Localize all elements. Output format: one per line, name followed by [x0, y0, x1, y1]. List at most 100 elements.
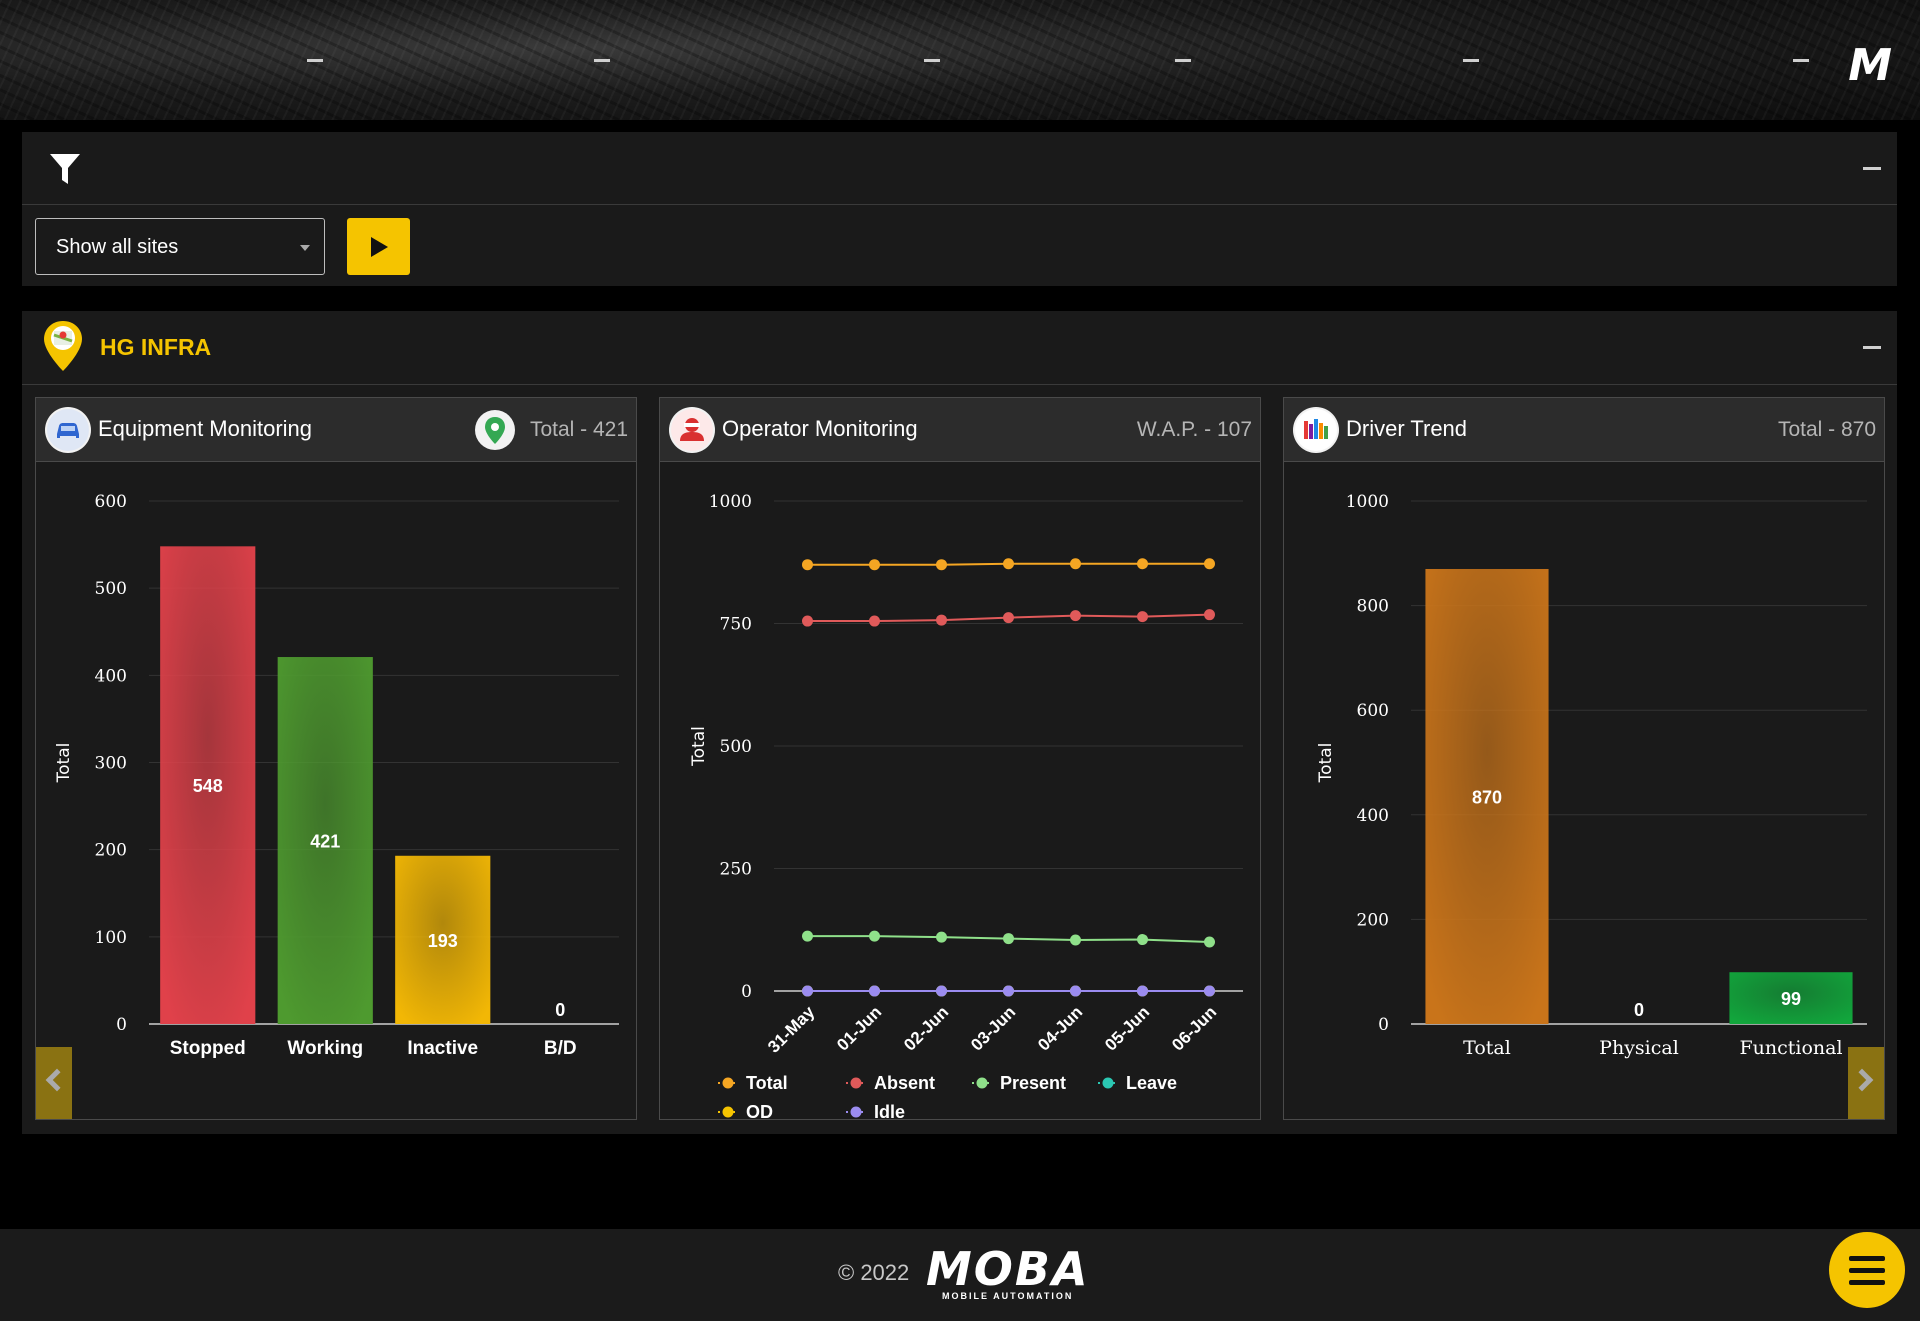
brand-logo-icon[interactable]: M: [1848, 40, 1892, 91]
operator-data-point: [1137, 934, 1148, 946]
operator-legend-label: Absent: [874, 1073, 935, 1093]
operator-card-header: Operator Monitoring W.A.P. - 107: [660, 398, 1260, 462]
nav-menu-item-2[interactable]: [594, 59, 610, 62]
equipment-category-label: B/D: [544, 1038, 577, 1059]
moba-logo: MOBA: [926, 1242, 1090, 1296]
operator-y-axis-label: Total: [689, 726, 709, 767]
driver-y-tick-label: 800: [1357, 597, 1389, 617]
operator-data-point: [869, 930, 880, 942]
equipment-category-label: Stopped: [170, 1038, 246, 1059]
next-slide-button[interactable]: [1848, 1047, 1884, 1119]
site-select-value: Show all sites: [56, 236, 179, 258]
topbar-texture: [0, 0, 1920, 120]
equipment-y-tick-label: 400: [95, 666, 127, 686]
operator-data-point: [1204, 936, 1215, 948]
driver-data-label: 0: [1634, 1000, 1644, 1020]
operator-data-point: [1204, 609, 1215, 621]
operator-x-tick-label: 31-May: [764, 1002, 819, 1057]
top-navigation-bar: M: [0, 0, 1920, 120]
operator-data-point: [936, 931, 947, 943]
nav-menu-item-4[interactable]: [1175, 59, 1191, 62]
equipment-data-label: 548: [193, 776, 223, 796]
menu-fab-button[interactable]: [1829, 1232, 1905, 1308]
equipment-y-tick-label: 500: [95, 579, 127, 599]
operator-y-tick-label: 0: [741, 982, 752, 1002]
operator-data-point: [1070, 934, 1081, 946]
operator-total: W.A.P. - 107: [1136, 418, 1252, 441]
operator-data-point: [869, 985, 880, 997]
operator-data-point: [1137, 611, 1148, 623]
operator-data-point: [1003, 612, 1014, 624]
driver-y-tick-label: 1000: [1346, 492, 1389, 512]
equipment-y-axis-label: Total: [54, 743, 74, 784]
site-title: HG INFRA: [100, 334, 212, 360]
filter-collapse-button[interactable]: [1863, 167, 1881, 170]
operator-data-point: [1070, 558, 1081, 570]
equipment-y-tick-label: 600: [95, 492, 127, 512]
site-select[interactable]: Show all sites: [35, 218, 325, 275]
apply-filter-button[interactable]: [347, 218, 410, 275]
driver-category-label: Functional: [1739, 1037, 1842, 1059]
equipment-y-tick-label: 200: [95, 841, 127, 861]
equipment-total: Total - 421: [529, 418, 628, 441]
equipment-y-tick-label: 0: [116, 1015, 127, 1035]
nav-menu-item-1[interactable]: [307, 59, 323, 62]
operator-legend-label: Total: [746, 1073, 788, 1093]
driver-category-label: Total: [1463, 1037, 1511, 1059]
driver-trend-card: Driver Trend Total - 870 0 200 400 600 800 10…: [1283, 397, 1885, 1120]
equipment-y-tick-label: 100: [95, 928, 127, 948]
driver-bar: [1425, 568, 1549, 1024]
operator-icon: [669, 407, 715, 453]
bar-chart-icon: [1293, 407, 1339, 453]
operator-data-point: [869, 615, 880, 627]
map-pin-icon: [44, 321, 82, 371]
operator-data-point: [1003, 558, 1014, 570]
site-panel-header: HG INFRA: [22, 311, 1897, 385]
driver-card-title: Driver Trend: [1346, 416, 1468, 441]
operator-data-point: [1070, 985, 1081, 997]
operator-y-tick-label: 750: [720, 615, 752, 635]
operator-legend-label: Leave: [1126, 1073, 1177, 1093]
moba-logo-subtitle: MOBILE AUTOMATION: [942, 1291, 1074, 1301]
operator-data-point: [1204, 985, 1215, 997]
operator-data-point: [802, 615, 813, 627]
driver-card-header: Driver Trend Total - 870: [1284, 398, 1884, 462]
equipment-data-label: 421: [310, 832, 340, 852]
operator-legend-label: Idle: [874, 1102, 905, 1119]
nav-menu-item-5[interactable]: [1463, 59, 1479, 62]
driver-y-tick-label: 600: [1357, 701, 1389, 721]
equipment-category-label: Inactive: [407, 1038, 478, 1059]
operator-data-point: [1003, 933, 1014, 945]
site-panel: HG INFRA Equipment Monitoring Total - 42…: [22, 311, 1897, 1134]
filter-panel-header: [22, 132, 1897, 205]
prev-slide-button[interactable]: [36, 1047, 72, 1119]
site-collapse-button[interactable]: [1863, 346, 1881, 349]
operator-x-tick-label: 01-Jun: [833, 1002, 885, 1054]
filter-panel: [22, 132, 1897, 286]
operator-data-point: [936, 985, 947, 997]
equipment-bar: [160, 546, 256, 1024]
location-pin-icon: [475, 410, 515, 450]
operator-legend-label: OD: [746, 1102, 773, 1119]
driver-y-tick-label: 0: [1378, 1015, 1389, 1035]
equipment-category-label: Working: [287, 1038, 363, 1059]
nav-menu-item-3[interactable]: [924, 59, 940, 62]
nav-menu-item-6[interactable]: [1793, 59, 1809, 62]
operator-x-tick-label: 05-Jun: [1101, 1002, 1153, 1054]
driver-y-tick-label: 400: [1357, 806, 1389, 826]
operator-data-point: [1137, 558, 1148, 570]
operator-legend-marker: [722, 1077, 734, 1089]
driver-bar: [1729, 972, 1853, 1024]
equipment-data-label: 0: [555, 1000, 565, 1020]
equipment-bar: [277, 657, 373, 1024]
footer: © 2022 MOBA MOBILE AUTOMATION: [0, 1229, 1920, 1321]
driver-y-axis-label: Total: [1316, 743, 1336, 784]
operator-x-tick-label: 02-Jun: [900, 1002, 952, 1054]
driver-data-label: 870: [1472, 787, 1502, 807]
copyright-text: © 2022: [838, 1260, 910, 1285]
equipment-card-header: Equipment Monitoring Total - 421: [36, 398, 636, 462]
equipment-y-tick-label: 300: [95, 754, 127, 774]
equipment-card-title: Equipment Monitoring: [98, 416, 313, 441]
operator-legend-marker: [722, 1106, 734, 1118]
funnel-icon: [50, 154, 80, 184]
